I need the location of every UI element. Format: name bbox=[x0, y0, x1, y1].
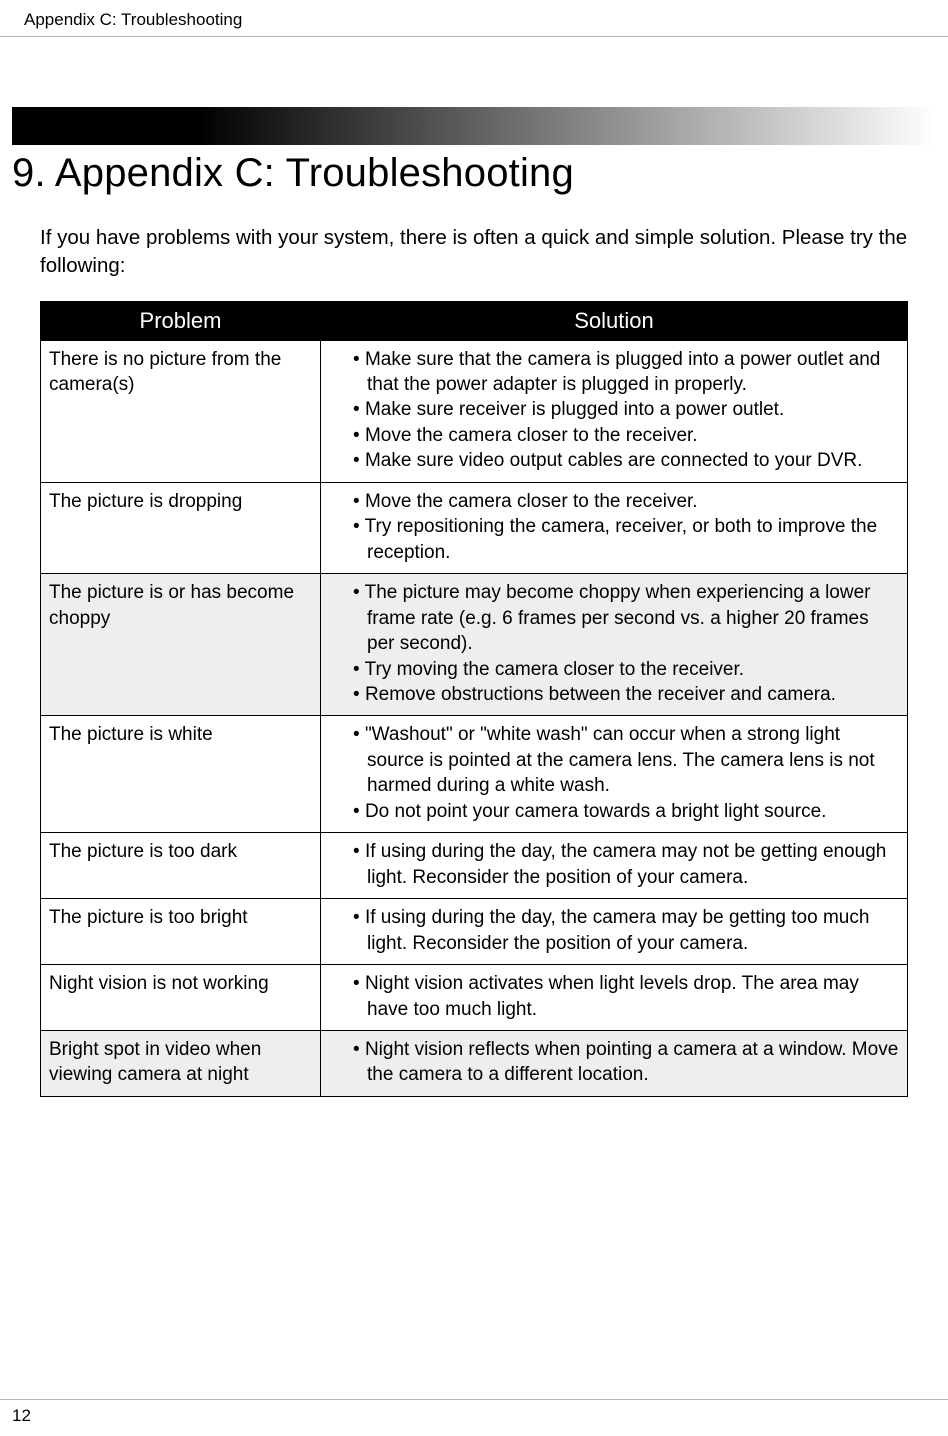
solution-item: Remove obstructions between the receiver… bbox=[343, 682, 899, 707]
table-body: There is no picture from the camera(s) Ma… bbox=[41, 340, 908, 1096]
solution-cell: The picture may become choppy when exper… bbox=[321, 574, 908, 716]
problem-cell: The picture is dropping bbox=[41, 482, 321, 573]
table-row: Bright spot in video when viewing camera… bbox=[41, 1030, 908, 1096]
solution-list: The picture may become choppy when exper… bbox=[329, 580, 899, 707]
page-number: 12 bbox=[12, 1406, 31, 1425]
solution-cell: Move the camera closer to the receiver.T… bbox=[321, 482, 908, 573]
solution-list: If using during the day, the camera may … bbox=[329, 839, 899, 890]
table-row: There is no picture from the camera(s) Ma… bbox=[41, 340, 908, 482]
solution-list: Night vision activates when light levels… bbox=[329, 971, 899, 1022]
problem-cell: Bright spot in video when viewing camera… bbox=[41, 1030, 321, 1096]
solution-item: "Washout" or "white wash" can occur when… bbox=[343, 722, 899, 798]
chapter-title: 9. Appendix C: Troubleshooting bbox=[12, 151, 936, 196]
problem-cell: There is no picture from the camera(s) bbox=[41, 340, 321, 482]
document-page: Appendix C: Troubleshooting 9. Appendix … bbox=[0, 0, 948, 1436]
solution-cell: If using during the day, the camera may … bbox=[321, 833, 908, 899]
solution-item: Night vision reflects when pointing a ca… bbox=[343, 1037, 899, 1088]
table-row: The picture is white "Washout" or "white … bbox=[41, 716, 908, 833]
solution-item: Try moving the camera closer to the rece… bbox=[343, 657, 899, 682]
running-header: Appendix C: Troubleshooting bbox=[0, 0, 948, 37]
table-row: The picture is too dark If using during t… bbox=[41, 833, 908, 899]
solution-item: Night vision activates when light levels… bbox=[343, 971, 899, 1022]
solution-item: Do not point your camera towards a brigh… bbox=[343, 799, 899, 824]
page-footer: 12 bbox=[0, 1399, 948, 1436]
solution-list: Make sure that the camera is plugged int… bbox=[329, 347, 899, 474]
table-row: The picture is too bright If using during… bbox=[41, 899, 908, 965]
troubleshooting-table: Problem Solution There is no picture fro… bbox=[40, 301, 908, 1097]
problem-cell: Night vision is not working bbox=[41, 965, 321, 1031]
column-header-solution: Solution bbox=[321, 301, 908, 340]
problem-cell: The picture is white bbox=[41, 716, 321, 833]
solution-item: If using during the day, the camera may … bbox=[343, 905, 899, 956]
solution-item: Try repositioning the camera, receiver, … bbox=[343, 514, 899, 565]
solution-cell: "Washout" or "white wash" can occur when… bbox=[321, 716, 908, 833]
solution-item: Move the camera closer to the receiver. bbox=[343, 489, 899, 514]
solution-item: If using during the day, the camera may … bbox=[343, 839, 899, 890]
solution-list: "Washout" or "white wash" can occur when… bbox=[329, 722, 899, 824]
problem-cell: The picture is too dark bbox=[41, 833, 321, 899]
solution-item: The picture may become choppy when exper… bbox=[343, 580, 899, 656]
column-header-problem: Problem bbox=[41, 301, 321, 340]
solution-list: If using during the day, the camera may … bbox=[329, 905, 899, 956]
table-row: The picture is or has become choppy The p… bbox=[41, 574, 908, 716]
solution-item: Make sure receiver is plugged into a pow… bbox=[343, 397, 899, 422]
solution-cell: If using during the day, the camera may … bbox=[321, 899, 908, 965]
solution-list: Night vision reflects when pointing a ca… bbox=[329, 1037, 899, 1088]
table-row: The picture is droppingMove the camera c… bbox=[41, 482, 908, 573]
table-row: Night vision is not working Night vision … bbox=[41, 965, 908, 1031]
problem-cell: The picture is or has become choppy bbox=[41, 574, 321, 716]
solution-list: Move the camera closer to the receiver.T… bbox=[329, 489, 899, 565]
solution-item: Make sure video output cables are connec… bbox=[343, 448, 899, 473]
solution-item: Make sure that the camera is plugged int… bbox=[343, 347, 899, 398]
section-gradient-bar bbox=[12, 107, 936, 145]
solution-cell: Night vision reflects when pointing a ca… bbox=[321, 1030, 908, 1096]
solution-cell: Make sure that the camera is plugged int… bbox=[321, 340, 908, 482]
problem-cell: The picture is too bright bbox=[41, 899, 321, 965]
table-header-row: Problem Solution bbox=[41, 301, 908, 340]
chapter-intro: If you have problems with your system, t… bbox=[40, 224, 908, 281]
solution-item: Move the camera closer to the receiver. bbox=[343, 423, 899, 448]
solution-cell: Night vision activates when light levels… bbox=[321, 965, 908, 1031]
